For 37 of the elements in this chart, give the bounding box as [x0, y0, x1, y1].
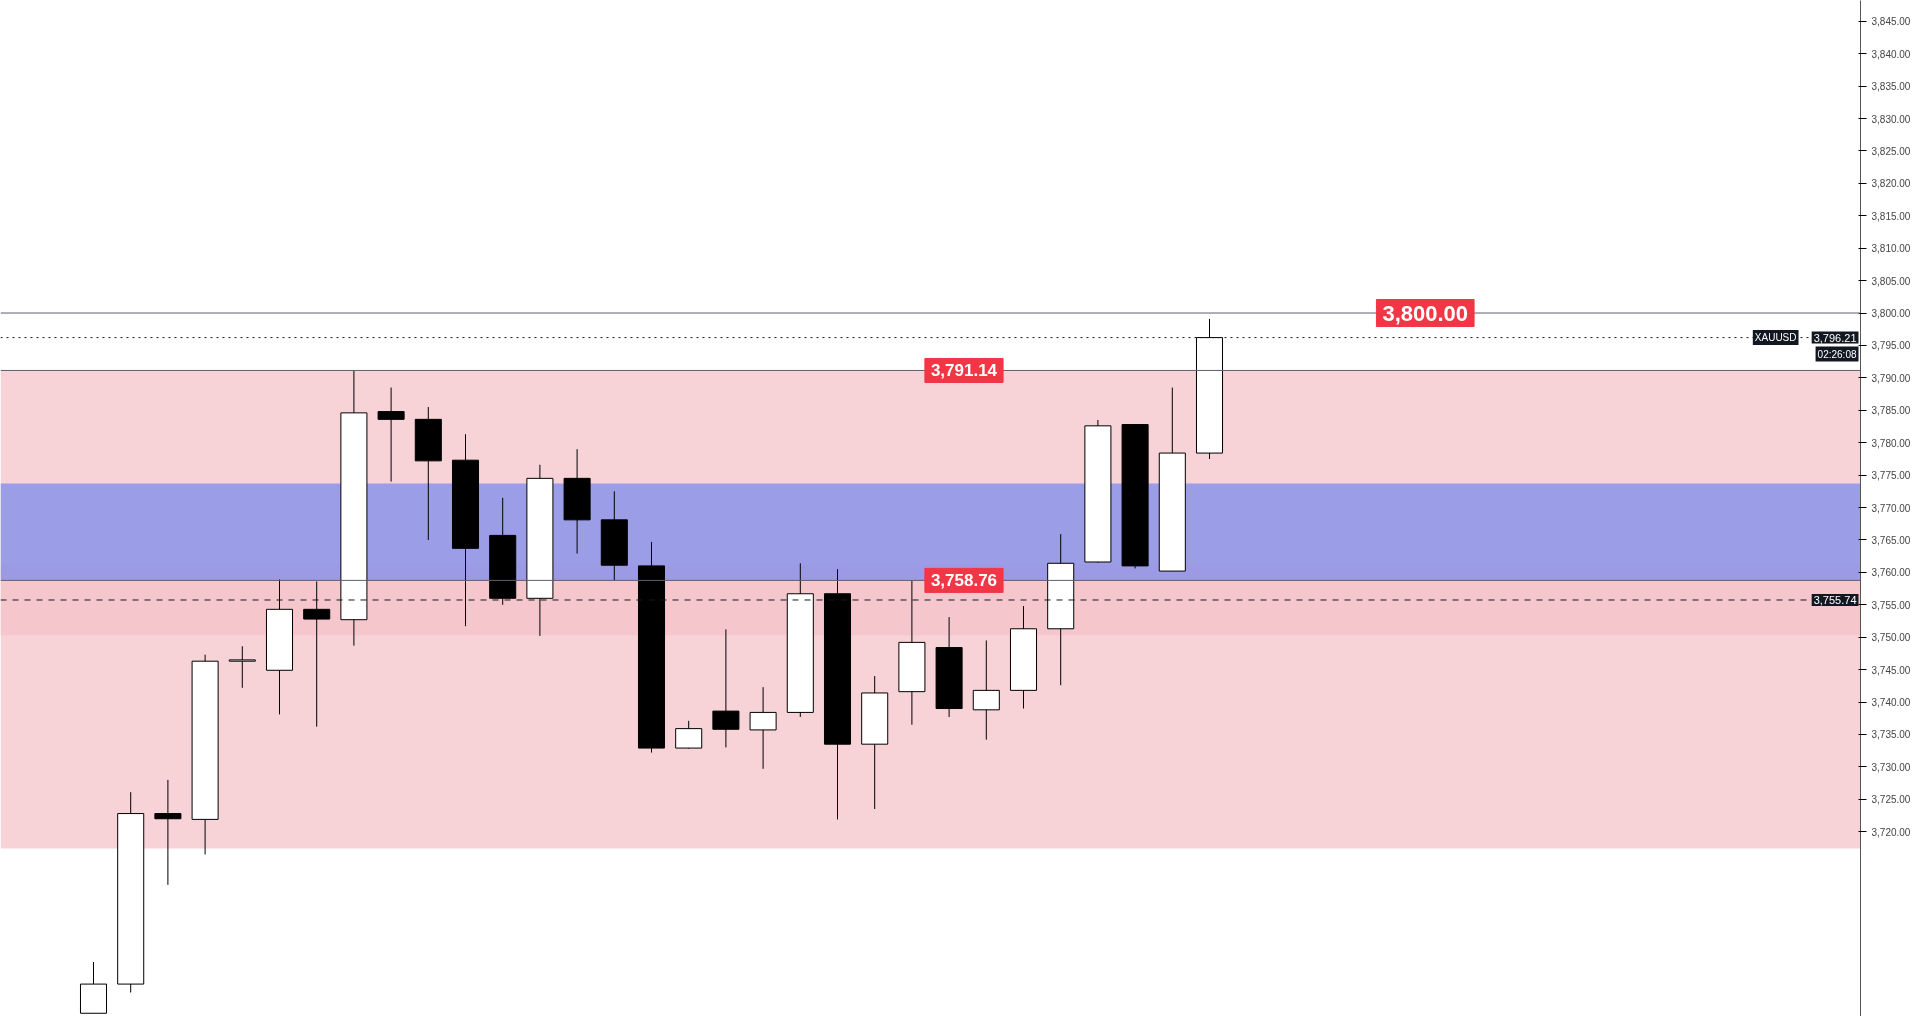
y-tick-label: 3,820.00: [1871, 178, 1911, 190]
y-tick-label: 3,775.00: [1871, 470, 1911, 482]
y-tick-label: 3,845.00: [1871, 16, 1911, 28]
y-tick-label: 3,755.00: [1871, 599, 1911, 611]
y-tick-label: 3,750.00: [1871, 632, 1911, 644]
y-tick-label: 3,740.00: [1871, 697, 1911, 709]
y-tick-label: 3,800.00: [1871, 308, 1911, 320]
ref-line-label: 3,796.21: [1813, 331, 1857, 344]
ref-line-label: 3,791.14: [930, 361, 998, 381]
candlestick: [228, 645, 256, 689]
y-tick-label: 3,810.00: [1871, 243, 1911, 255]
ref-line-label: 3,758.76: [930, 571, 998, 591]
y-tick-label: 3,805.00: [1871, 275, 1911, 287]
y-tick-label: 3,745.00: [1871, 664, 1911, 676]
y-tick-label: 3,785.00: [1871, 405, 1911, 417]
candlestick: [303, 580, 331, 728]
y-tick-label: 3,790.00: [1871, 372, 1911, 384]
y-tick-label: 3,825.00: [1871, 145, 1911, 157]
y-tick-label: 3,725.00: [1871, 794, 1911, 806]
y-tick-label: 3,720.00: [1871, 826, 1911, 838]
y-tick-label: 3,780.00: [1871, 437, 1911, 449]
y-tick-label: 3,815.00: [1871, 210, 1911, 222]
y-tick-label: 3,835.00: [1871, 81, 1911, 93]
y-tick-label: 3,760.00: [1871, 567, 1911, 579]
ref-line-label: 3,755.74: [1813, 593, 1857, 606]
candlestick: [154, 779, 182, 886]
y-tick-label: 3,770.00: [1871, 502, 1911, 514]
candlestick: [377, 387, 405, 483]
ref-line-label: 3,800.00: [1382, 300, 1469, 326]
y-tick-label: 3,830.00: [1871, 113, 1911, 125]
y-tick-label: 3,765.00: [1871, 534, 1911, 546]
y-tick-label: 3,730.00: [1871, 761, 1911, 773]
annotation: 02:26:08: [1817, 348, 1857, 360]
annotation: XAUUSD: [1754, 332, 1797, 344]
y-tick-label: 3,795.00: [1871, 340, 1911, 352]
y-tick-label: 3,735.00: [1871, 729, 1911, 741]
y-tick-label: 3,840.00: [1871, 48, 1911, 60]
